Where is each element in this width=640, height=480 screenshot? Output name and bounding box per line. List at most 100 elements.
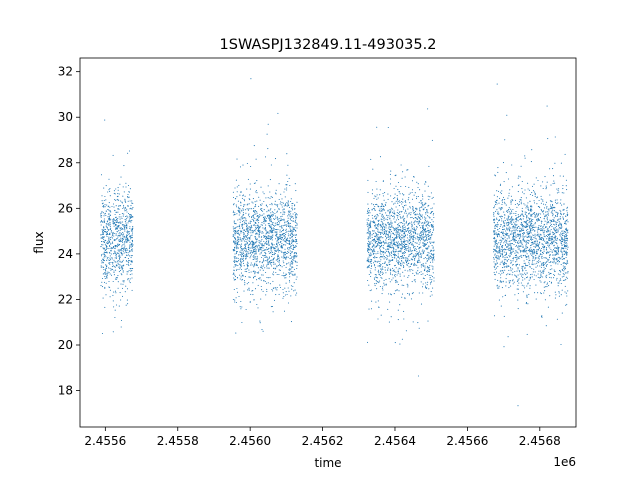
data-point <box>246 162 248 165</box>
data-point <box>421 225 423 227</box>
data-point <box>123 264 125 266</box>
data-point <box>267 243 269 245</box>
data-point <box>270 306 272 308</box>
data-point <box>388 231 390 233</box>
data-point <box>115 261 117 263</box>
data-point <box>249 276 251 278</box>
data-point <box>545 277 547 279</box>
data-point <box>247 208 249 210</box>
data-point <box>393 293 395 295</box>
data-point <box>528 234 530 236</box>
data-point <box>256 238 258 240</box>
data-point <box>246 236 248 238</box>
data-point <box>537 235 539 237</box>
data-point <box>291 207 293 209</box>
data-point <box>500 216 502 218</box>
data-point <box>404 223 406 225</box>
data-point <box>251 244 253 246</box>
data-point <box>103 229 105 231</box>
data-point <box>431 265 433 267</box>
data-point <box>272 244 274 246</box>
data-point <box>515 229 517 231</box>
data-point <box>409 202 411 204</box>
data-point <box>397 281 399 283</box>
data-point <box>105 222 107 225</box>
data-point <box>429 265 431 267</box>
data-point <box>238 210 240 212</box>
data-point <box>242 229 244 231</box>
data-point <box>289 281 291 283</box>
data-point <box>118 254 120 256</box>
data-point <box>234 301 236 303</box>
data-point <box>296 227 298 229</box>
data-point <box>541 209 543 212</box>
data-point <box>385 272 387 274</box>
data-point <box>260 247 262 249</box>
data-point <box>388 236 390 238</box>
data-point <box>366 212 368 215</box>
data-point <box>401 248 403 250</box>
data-point <box>368 240 370 242</box>
data-point <box>378 222 380 225</box>
data-point <box>562 254 564 256</box>
data-point <box>534 263 536 265</box>
data-point <box>525 240 528 242</box>
data-point <box>252 271 254 273</box>
data-point <box>374 274 376 276</box>
data-point <box>378 271 380 273</box>
data-point <box>108 217 111 219</box>
data-point <box>410 298 413 300</box>
data-point <box>272 222 274 224</box>
data-point <box>259 278 261 280</box>
data-point <box>104 264 107 266</box>
data-point <box>548 252 550 254</box>
data-point <box>274 215 277 217</box>
data-point <box>562 175 564 177</box>
data-point <box>265 233 267 235</box>
data-point <box>563 238 565 240</box>
data-point <box>410 241 412 243</box>
data-point <box>540 225 542 227</box>
data-point <box>383 227 385 229</box>
data-point <box>506 218 508 220</box>
data-point <box>131 267 133 270</box>
data-point <box>498 285 500 287</box>
data-point <box>412 228 414 231</box>
data-point <box>428 232 430 234</box>
data-point <box>112 280 114 283</box>
data-point <box>396 243 398 245</box>
data-point <box>245 241 247 243</box>
data-point <box>260 249 262 251</box>
data-point <box>242 217 245 219</box>
data-point <box>124 208 126 210</box>
data-point <box>118 305 120 307</box>
data-point <box>516 235 518 237</box>
data-point <box>251 218 253 220</box>
data-point <box>107 220 109 222</box>
data-point <box>371 214 373 216</box>
data-point <box>548 259 550 261</box>
data-point <box>107 259 109 261</box>
data-point <box>551 268 553 270</box>
data-point <box>258 244 260 246</box>
data-point <box>387 126 389 129</box>
data-point <box>423 245 425 247</box>
data-point <box>251 234 253 236</box>
data-point <box>120 266 122 268</box>
data-point <box>261 224 263 226</box>
data-point <box>234 253 236 255</box>
data-point <box>370 225 372 228</box>
data-point <box>419 235 421 237</box>
data-point <box>367 191 369 193</box>
data-point <box>292 202 294 204</box>
data-point <box>528 218 531 220</box>
data-point <box>503 259 505 261</box>
data-point <box>371 234 373 236</box>
data-point <box>289 225 291 227</box>
data-point <box>121 265 123 267</box>
data-point <box>282 230 284 232</box>
data-point <box>275 231 277 233</box>
data-point <box>373 245 375 247</box>
data-point <box>290 262 292 264</box>
data-point <box>233 229 235 231</box>
